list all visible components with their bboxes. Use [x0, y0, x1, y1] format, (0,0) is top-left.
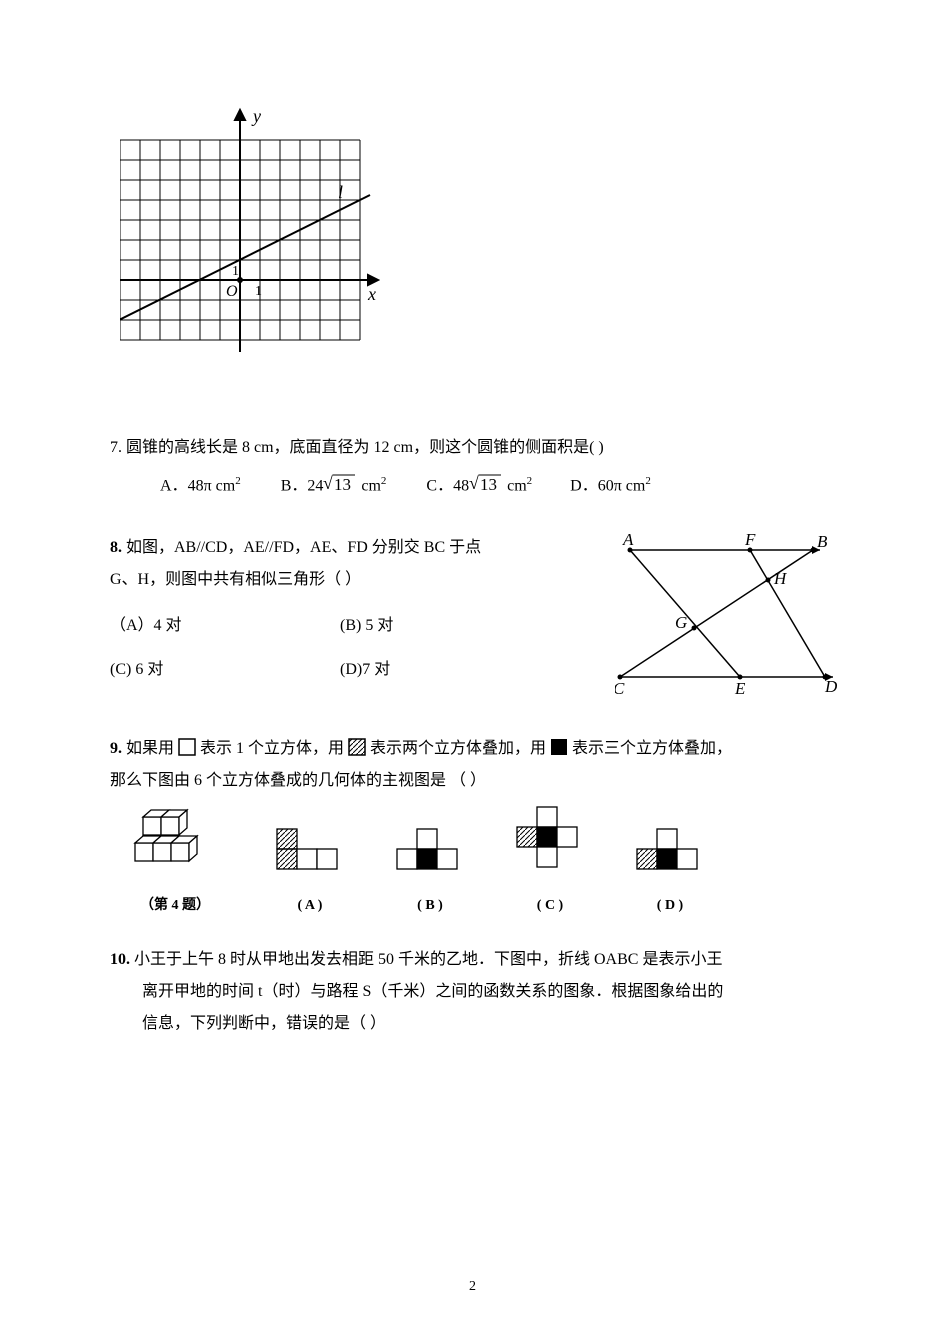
svg-text:√: √ [323, 473, 333, 493]
q8-optB: (B) 5 对 [340, 604, 570, 648]
q9-figures: （第 4 题） ( A ) [125, 805, 845, 920]
q9-captC: ( C ) [515, 892, 585, 920]
q8-optA: （A）4 对 [110, 604, 340, 648]
q9-t4: 表示三个立方体叠加， [572, 740, 732, 757]
svg-text:D: D [824, 677, 838, 696]
hatch-square-icon [348, 738, 366, 756]
q8-optD: (D)7 对 [340, 648, 570, 692]
q9-captD: ( D ) [635, 892, 705, 920]
q8-figure: A F B C E D G H [615, 532, 845, 709]
q9-optB-figure: ( B ) [395, 827, 465, 920]
q10-line1: 小王于上午 8 时从甲地出发去相距 50 千米的乙地．下图中，折线 OABC 是… [134, 951, 722, 968]
question-7: 7. 圆锥的高线长是 8 cm，底面直径为 12 cm，则这个圆锥的侧面积是( … [110, 432, 845, 502]
line-l-label: l [338, 182, 343, 202]
q9-captB: ( B ) [395, 892, 465, 920]
question-8: 8. 如图，AB//CD，AE//FD，AE、FD 分别交 BC 于点 G、H，… [110, 532, 845, 709]
q7-options: A．48π cm2 B．24√13 cm2 C．48√13 cm2 D．60π … [160, 470, 845, 502]
q7-num: 7. [110, 439, 122, 456]
q7-optD: D．60π cm2 [570, 470, 651, 502]
x-axis-label: x [367, 284, 376, 304]
xtick-1: 1 [255, 284, 262, 299]
q9-solid-figure: （第 4 题） [125, 805, 225, 920]
svg-text:F: F [744, 532, 756, 549]
q8-line2: G、H，则图中共有相似三角形（ ） [110, 564, 615, 596]
origin-label: O [226, 283, 238, 300]
q9-optD-figure: ( D ) [635, 827, 705, 920]
q7-optA: A．48π cm2 [160, 470, 241, 502]
svg-text:B: B [817, 532, 828, 551]
svg-text:G: G [675, 613, 687, 632]
q7-text: 圆锥的高线长是 8 cm，底面直径为 12 cm，则这个圆锥的侧面积是( ) [126, 439, 604, 456]
solid-square-icon [550, 738, 568, 756]
q7-optB: B．24√13 cm2 [281, 470, 387, 502]
question-9: 9. 如果用 表示 1 个立方体，用 表示两个立方体叠加，用 表示三个立方体叠加… [110, 733, 845, 920]
q9-t3: 表示两个立方体叠加，用 [370, 740, 546, 757]
page-number: 2 [0, 1279, 945, 1295]
q10-line2: 离开甲地的时间 t（时）与路程 S（千米）之间的函数关系的图象．根据图象给出的 [142, 976, 845, 1008]
y-axis-label: y [251, 106, 261, 126]
ytick-1: 1 [232, 264, 239, 279]
svg-text:13: 13 [334, 475, 351, 494]
q8-optC: (C) 6 对 [110, 648, 340, 692]
svg-text:H: H [773, 569, 788, 588]
q9-solid-caption: （第 4 题） [125, 892, 225, 920]
q9-optC-figure: ( C ) [515, 805, 585, 920]
graph-svg: y x O 1 1 l [120, 100, 380, 360]
q9-num: 9. [110, 740, 122, 757]
q7-optC: C．48√13 cm2 [426, 470, 532, 502]
q10-line3: 信息，下列判断中，错误的是（ ） [142, 1008, 845, 1040]
q10-num: 10. [110, 951, 130, 968]
svg-text:E: E [734, 679, 746, 697]
q9-optA-figure: ( A ) [275, 827, 345, 920]
question-10: 10. 小王于上午 8 时从甲地出发去相距 50 千米的乙地．下图中，折线 OA… [110, 944, 845, 1040]
q8-num: 8. [110, 539, 122, 556]
blank-square-icon [178, 738, 196, 756]
figure-q6-graph: y x O 1 1 l [120, 100, 845, 372]
q8-options: （A）4 对 (B) 5 对 (C) 6 对 (D)7 对 [110, 604, 615, 692]
q9-captA: ( A ) [275, 892, 345, 920]
svg-text:13: 13 [480, 475, 497, 494]
svg-text:A: A [622, 532, 634, 549]
q9-line2: 那么下图由 6 个立方体叠成的几何体的主视图是 （ ） [110, 765, 845, 797]
q9-t1: 如果用 [126, 740, 174, 757]
svg-text:C: C [615, 679, 625, 697]
q8-line1: 如图，AB//CD，AE//FD，AE、FD 分别交 BC 于点 [126, 539, 481, 556]
svg-text:√: √ [469, 473, 479, 493]
q9-t2: 表示 1 个立方体，用 [200, 740, 344, 757]
